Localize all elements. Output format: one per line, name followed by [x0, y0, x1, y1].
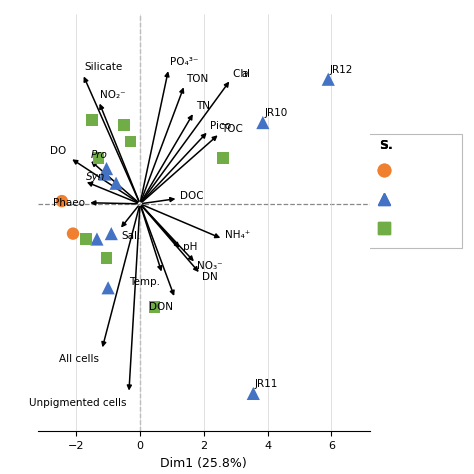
Text: Pico: Pico [210, 121, 231, 131]
Point [219, 154, 227, 162]
Point [112, 180, 120, 187]
Text: PO₄³⁻: PO₄³⁻ [170, 57, 199, 67]
Text: DOC: DOC [180, 191, 203, 201]
Text: Temp.: Temp. [129, 277, 160, 287]
Point [101, 170, 109, 178]
Point [108, 230, 115, 237]
Text: S.: S. [379, 139, 393, 152]
Text: Phaeo: Phaeo [53, 198, 85, 208]
Text: S.: S. [379, 139, 393, 152]
Text: NO₂⁻: NO₂⁻ [100, 91, 126, 100]
Point [103, 165, 110, 173]
Point [151, 303, 158, 310]
Text: Chl: Chl [233, 69, 253, 79]
Point [249, 390, 257, 397]
X-axis label: Dim1 (25.8%): Dim1 (25.8%) [160, 456, 247, 470]
Text: a: a [241, 69, 247, 79]
Text: Sal.: Sal. [121, 231, 141, 241]
Point [103, 254, 110, 262]
Point [58, 197, 65, 205]
Point [93, 235, 101, 243]
Text: DON: DON [148, 302, 173, 312]
Text: Silicate: Silicate [84, 62, 122, 73]
Text: TOC: TOC [221, 124, 243, 134]
Text: Pro: Pro [91, 150, 108, 160]
Point [324, 75, 332, 83]
Text: JR11: JR11 [255, 379, 278, 389]
Text: Syn: Syn [86, 172, 106, 182]
Point [120, 121, 128, 129]
Point [95, 154, 102, 162]
Text: JR12: JR12 [330, 65, 353, 75]
Point [69, 230, 77, 237]
Point [82, 235, 90, 243]
Text: TON: TON [186, 74, 209, 84]
Point [259, 119, 267, 127]
Text: All cells: All cells [59, 354, 99, 364]
Text: pH: pH [183, 242, 198, 252]
FancyBboxPatch shape [368, 134, 462, 248]
Point [88, 116, 96, 124]
Text: DO: DO [50, 146, 66, 156]
Point [104, 284, 112, 292]
Text: NO₃⁻: NO₃⁻ [198, 261, 223, 271]
Text: NH₄⁺: NH₄⁺ [225, 230, 250, 240]
Text: DN: DN [202, 272, 218, 282]
Text: TN: TN [196, 101, 210, 111]
Text: Unpigmented cells: Unpigmented cells [29, 398, 126, 408]
Text: JR10: JR10 [264, 108, 288, 118]
Point [127, 138, 134, 146]
